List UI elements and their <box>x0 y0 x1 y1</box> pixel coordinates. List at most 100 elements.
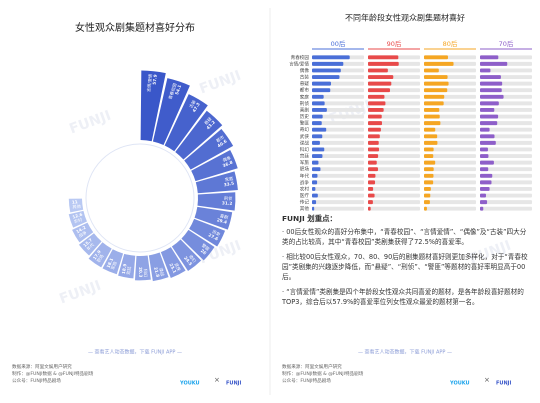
category-label: 医疗 <box>300 192 310 199</box>
note: · 00后女性观众的喜好分布集中，“青春校园”、“言情爱情”、“偶像”及“古装”… <box>282 228 527 246</box>
category-label: 家庭 <box>224 175 234 184</box>
bar <box>480 154 489 159</box>
bar <box>480 107 495 112</box>
bar-track <box>480 193 532 198</box>
bar <box>424 68 439 73</box>
bar-track <box>480 154 532 159</box>
bar-track <box>480 206 532 211</box>
category-label: 悬疑 <box>202 115 213 126</box>
value-label: 31.2 <box>222 200 233 205</box>
footer-line: 制作：@FUNJI数据 & @FUNJI特品剧场 <box>12 372 94 377</box>
bar <box>424 107 440 112</box>
bar <box>368 193 375 198</box>
bar <box>368 154 379 159</box>
sector <box>160 247 186 278</box>
footer-line: 公众号：FUNJI特品剧场 <box>282 379 331 384</box>
bar-track <box>480 167 532 172</box>
category-label: 战争 <box>300 179 310 186</box>
logo: FUNJI <box>226 381 242 387</box>
sector <box>88 242 112 268</box>
bar <box>312 180 318 185</box>
logo: YOUKU <box>449 381 470 387</box>
logo: × <box>484 376 490 384</box>
category-label: 谍战 <box>157 267 166 278</box>
bar <box>312 206 315 211</box>
sector <box>78 233 102 256</box>
category-label: 言情/爱情 <box>145 74 154 93</box>
bar-track <box>424 200 476 205</box>
bar-track <box>368 160 420 165</box>
bar <box>312 127 327 132</box>
category-label: 偶像 <box>300 67 310 74</box>
category-label: 都市 <box>215 134 226 145</box>
footer-line: 公众号：FUNJI特品剧场 <box>12 379 61 384</box>
sector <box>197 192 236 211</box>
category-label: 都市 <box>300 87 310 94</box>
value-label: 57.9 <box>152 74 158 85</box>
bar <box>480 173 493 178</box>
bar <box>480 180 492 185</box>
bar <box>424 94 445 99</box>
bar-track <box>368 206 420 211</box>
chart-title: 不同年龄段女性观众剧集题材喜好 <box>345 13 465 23</box>
category-label: 战争 <box>77 229 88 240</box>
logo: YOUKU <box>179 381 200 387</box>
bar <box>424 55 448 60</box>
bar-track <box>312 121 364 126</box>
category-label: 青春校园 <box>167 82 179 100</box>
sector <box>189 218 226 247</box>
bar <box>368 127 381 132</box>
bar <box>424 154 434 159</box>
bar <box>424 75 448 80</box>
footer-line: 数据来源：阿里文娱用户研究 <box>12 365 72 370</box>
bar <box>312 55 350 60</box>
bar <box>480 101 499 106</box>
bar <box>424 88 448 93</box>
bar-track <box>480 173 532 178</box>
bar-track <box>312 200 364 205</box>
bar <box>368 140 379 145</box>
category-label: 军旅 <box>300 159 310 166</box>
bar-track <box>312 206 364 211</box>
category-label: 喜剧 <box>219 212 229 221</box>
notes: FUNJI 划重点： · 00后女性观众的喜好分布集中，“青春校园”、“言情爱情… <box>282 214 530 312</box>
bar-track <box>424 154 476 159</box>
sector <box>184 128 234 170</box>
bar-track <box>312 140 364 145</box>
bar <box>480 206 484 211</box>
bar <box>312 94 324 99</box>
value-label: 15.7 <box>82 237 93 248</box>
note: · 相比较00后女性观众，70、80、90后的剧集题材喜好则更加多样化，对于“青… <box>282 253 528 281</box>
category-label: 奇幻 <box>300 126 310 133</box>
bar <box>424 121 441 126</box>
bar <box>480 55 499 60</box>
bar <box>312 160 319 165</box>
bar <box>368 121 382 126</box>
category-label: 武侠 <box>173 262 183 273</box>
notes-title: FUNJI 划重点： <box>282 214 337 223</box>
bar-track <box>368 200 420 205</box>
bar <box>312 173 318 178</box>
bar-track <box>312 167 364 172</box>
bar <box>312 193 318 198</box>
bar <box>424 160 436 165</box>
value-label: 27.6 <box>208 232 220 241</box>
bar <box>480 68 491 73</box>
bar <box>312 88 331 93</box>
bar <box>312 140 320 145</box>
sector <box>102 249 124 275</box>
bar <box>312 101 325 106</box>
bar <box>368 200 373 205</box>
bar <box>480 147 488 152</box>
category-label: 言情/爱情 <box>289 60 309 67</box>
bar-track <box>424 160 476 165</box>
bar <box>312 75 340 80</box>
category-label: 职场 <box>300 166 310 173</box>
bar-track <box>480 68 532 73</box>
legend-label: 00后 <box>331 39 346 48</box>
bar <box>480 121 498 126</box>
bar <box>424 180 434 185</box>
bar <box>312 167 321 172</box>
sector <box>195 171 238 194</box>
